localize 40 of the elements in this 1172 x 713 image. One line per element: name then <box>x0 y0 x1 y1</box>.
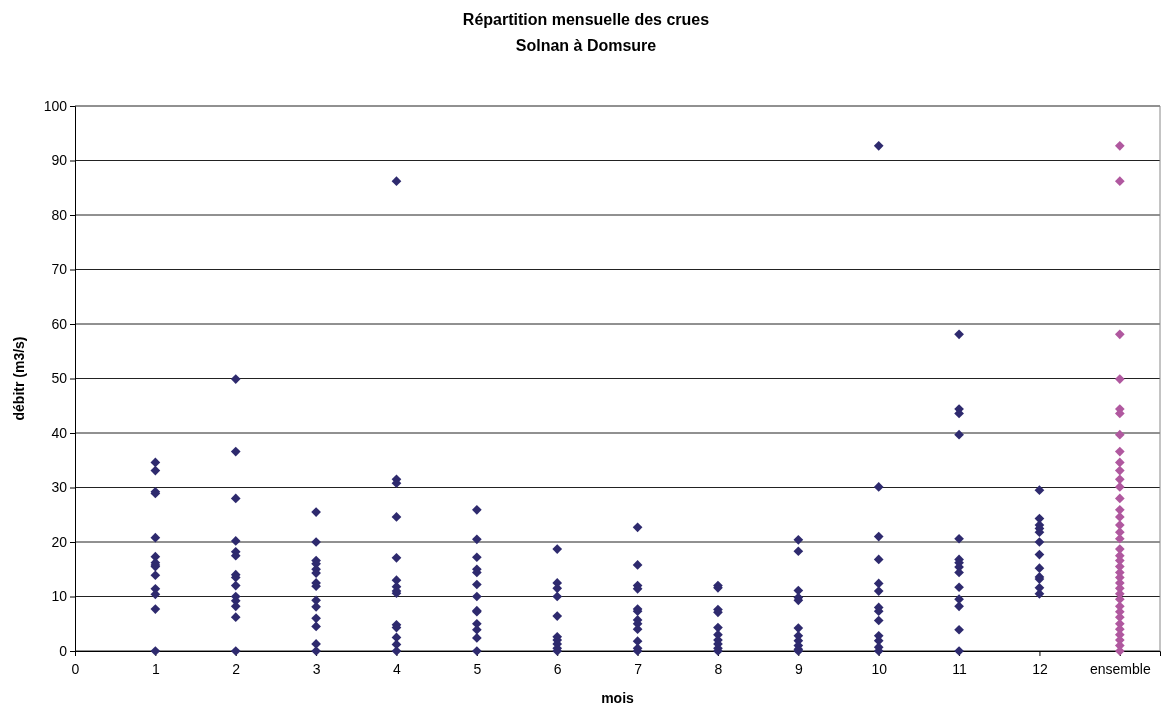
chart-subtitle: Solnan à Domsure <box>515 37 657 54</box>
y-axis-title: débitr (m3/s) <box>11 336 27 421</box>
x-tick-label: ensemble <box>1089 661 1151 678</box>
x-tick-label: 11 <box>952 661 968 678</box>
point <box>1114 446 1125 457</box>
point <box>1114 429 1125 440</box>
point <box>1114 493 1125 504</box>
y-tick-label: 0 <box>59 642 68 659</box>
x-tick-label: 1 <box>151 661 160 678</box>
point <box>1114 374 1125 384</box>
y-tick-label: 50 <box>51 370 68 387</box>
y-tick-label: 60 <box>51 315 68 332</box>
y-tick-label: 70 <box>51 261 68 278</box>
point <box>1114 482 1125 492</box>
chart-title: Répartition mensuelle des crues <box>462 11 710 28</box>
point <box>1114 512 1125 522</box>
x-tick-label: 6 <box>553 661 562 678</box>
point <box>1114 176 1125 187</box>
y-tick-label: 80 <box>51 206 68 223</box>
x-tick-label: 5 <box>473 661 482 678</box>
y-tick-label: 40 <box>51 424 68 441</box>
x-tick-label: 2 <box>232 661 241 678</box>
y-tick-label: 20 <box>51 533 68 550</box>
x-tick-label: 7 <box>634 661 643 678</box>
point <box>1114 465 1125 476</box>
x-tick-label: 9 <box>794 661 803 678</box>
x-tick-label: 0 <box>71 661 80 678</box>
x-axis-title: mois <box>601 690 635 706</box>
point <box>1114 140 1125 151</box>
y-tick-label: 10 <box>51 588 68 605</box>
x-tick-label: 10 <box>871 661 888 678</box>
y-tick-label: 90 <box>51 152 68 169</box>
point <box>1114 457 1125 468</box>
x-tick-label: 12 <box>1032 661 1048 678</box>
y-tick-label: 100 <box>43 97 68 114</box>
y-tick-label: 30 <box>51 479 68 496</box>
x-tick-label: 4 <box>393 661 402 678</box>
point <box>1114 329 1125 340</box>
x-tick-label: 3 <box>312 661 321 678</box>
x-tick-label: 8 <box>714 661 723 678</box>
